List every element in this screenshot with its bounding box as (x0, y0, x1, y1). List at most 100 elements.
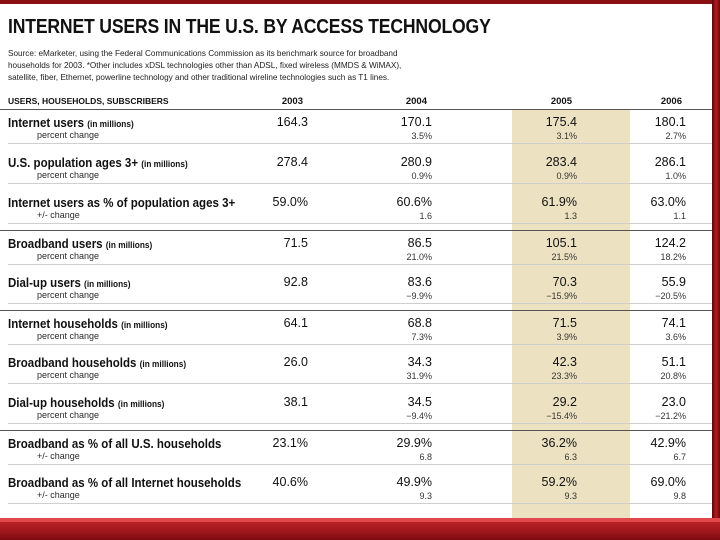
cell-change: 21.5% (551, 252, 577, 262)
cell-value: 86.5 (407, 236, 432, 250)
cell-value: 55.9 (661, 275, 686, 289)
cell-value: 29.2 (552, 395, 577, 409)
year-header-2003: 2003 (281, 96, 303, 107)
cell-value: 60.6% (396, 195, 432, 209)
table-header: USERS, HOUSEHOLDS, SUBSCRIBERS 2003 2004… (0, 92, 712, 110)
row-unit: (in millions) (84, 279, 131, 289)
year-header-2004: 2004 (405, 96, 427, 107)
cell-value: 71.5 (552, 316, 577, 330)
table-row: Broadband as % of all U.S. households +/… (0, 430, 712, 465)
cell-value: 105.1 (545, 236, 577, 250)
cell-value: 175.4 (545, 115, 577, 129)
table-row: Internet users (in millions) percent chan… (0, 110, 712, 144)
row-sub-label: percent change (37, 130, 100, 140)
cell-change: 18.2% (660, 252, 686, 262)
row-sub-label: +/- change (37, 490, 80, 500)
cell-change: 3.5% (411, 131, 432, 141)
row-label: Internet households (in millions) (8, 317, 168, 331)
cell-change: 1.1 (673, 211, 686, 221)
cell-value: 180.1 (654, 115, 686, 129)
cell-value: 23.0 (661, 395, 686, 409)
table-row: Internet users as % of population ages 3… (0, 190, 712, 224)
cell-value: 280.9 (400, 155, 432, 169)
row-sub-label: +/- change (37, 210, 80, 220)
cell-change: 0.9% (411, 171, 432, 181)
row-separator (8, 464, 712, 465)
cell-change: 0.9% (556, 171, 577, 181)
row-label-text: Broadband users (8, 237, 103, 251)
cell-change: −21.2% (655, 411, 686, 421)
cell-value: 36.2% (541, 436, 577, 450)
row-sub-label: percent change (37, 331, 100, 341)
cell-change: 6.8 (419, 452, 432, 462)
top-accent-bar (0, 0, 720, 4)
table-row: Broadband households (in millions) percen… (0, 350, 712, 384)
cell-change: −15.4% (546, 411, 577, 421)
cell-value: 61.9% (541, 195, 577, 209)
header-label: USERS, HOUSEHOLDS, SUBSCRIBERS (8, 96, 169, 106)
row-label-text: Internet users (8, 116, 85, 130)
row-unit: (in millions) (105, 240, 153, 250)
cell-change: −15.9% (546, 291, 577, 301)
row-sub-label: percent change (37, 370, 100, 380)
row-unit: (in millions) (141, 159, 188, 169)
row-separator (8, 143, 712, 144)
cell-value: 278.4 (276, 155, 308, 169)
table-row: U.S. population ages 3+ (in millions) per… (0, 150, 712, 184)
row-label: Internet users as % of population ages 3… (8, 196, 235, 210)
cell-change: 1.3 (564, 211, 577, 221)
row-label-text: U.S. population ages 3+ (8, 156, 139, 170)
cell-value: 42.3 (552, 355, 577, 369)
table-row: Internet households (in millions) percent… (0, 310, 712, 345)
cell-change: 21.0% (406, 252, 432, 262)
row-separator (8, 383, 712, 384)
year-header-2006: 2006 (660, 96, 682, 107)
row-label: Broadband users (in millions) (8, 237, 152, 251)
page-title: INTERNET USERS IN THE U.S. BY ACCESS TEC… (8, 16, 491, 38)
cell-change: 6.7 (673, 452, 686, 462)
cell-value: 26.0 (283, 355, 308, 369)
cell-value: 69.0% (650, 475, 686, 489)
cell-value: 34.5 (407, 395, 432, 409)
year-2005-highlight (512, 110, 630, 518)
row-label: Broadband as % of all U.S. households (8, 437, 221, 451)
row-label-text: Dial-up households (8, 396, 115, 410)
cell-value: 170.1 (400, 115, 432, 129)
row-separator (8, 423, 712, 424)
row-separator (8, 303, 712, 304)
row-unit: (in millions) (87, 119, 134, 129)
cell-change: 31.9% (406, 371, 432, 381)
cell-change: 6.3 (564, 452, 577, 462)
cell-value: 59.2% (541, 475, 577, 489)
table-row: Dial-up households (in millions) percent … (0, 390, 712, 424)
cell-value: 42.9% (650, 436, 686, 450)
row-separator (8, 503, 712, 504)
cell-change: −20.5% (655, 291, 686, 301)
row-label-text: Broadband as % of all Internet household… (8, 476, 242, 490)
cell-change: 23.3% (551, 371, 577, 381)
cell-change: 3.6% (665, 332, 686, 342)
cell-value: 29.9% (396, 436, 432, 450)
bottom-accent-bar (0, 518, 720, 540)
cell-change: 9.3 (564, 491, 577, 501)
row-label: Internet users (in millions) (8, 116, 134, 130)
row-label: Dial-up households (in millions) (8, 396, 164, 410)
cell-change: 3.1% (556, 131, 577, 141)
row-label: Broadband households (in millions) (8, 356, 186, 370)
row-separator (8, 223, 712, 224)
header-rule (0, 109, 712, 110)
source-line-2: households for 2003. *Other includes xDS… (8, 61, 402, 70)
cell-value: 68.8 (407, 316, 432, 330)
cell-value: 63.0% (650, 195, 686, 209)
cell-change: 9.8 (673, 491, 686, 501)
row-label: Dial-up users (in millions) (8, 276, 131, 290)
cell-value: 283.4 (545, 155, 577, 169)
row-sub-label: percent change (37, 170, 100, 180)
cell-value: 71.5 (283, 236, 308, 250)
row-unit: (in millions) (121, 320, 168, 330)
row-sub-label: percent change (37, 290, 100, 300)
row-sub-label: percent change (37, 410, 100, 420)
cell-value: 164.3 (276, 115, 308, 129)
row-label-text: Broadband households (8, 356, 137, 370)
cell-value: 83.6 (407, 275, 432, 289)
